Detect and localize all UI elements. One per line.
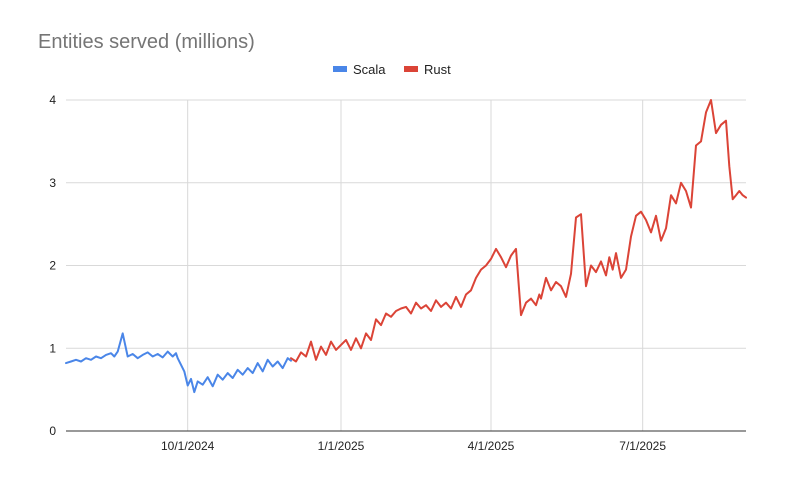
- x-axis-tick-labels: 10/1/2024 1/1/2025 4/1/2025 7/1/2025: [161, 439, 666, 453]
- y-tick-label: 3: [49, 176, 56, 190]
- x-tick-label: 4/1/2025: [468, 439, 515, 453]
- legend-label-rust: Rust: [424, 62, 451, 77]
- y-tick-label: 2: [49, 259, 56, 273]
- horizontal-gridlines: [66, 99, 746, 349]
- legend: Scala Rust: [333, 62, 451, 77]
- y-tick-label: 1: [49, 341, 56, 355]
- series-lines: [65, 99, 747, 394]
- legend-label-scala: Scala: [353, 62, 386, 77]
- x-tick-label: 10/1/2024: [161, 439, 215, 453]
- y-tick-label: 0: [49, 424, 56, 438]
- legend-swatch-rust: [404, 66, 418, 72]
- series-line-rust: [290, 99, 747, 363]
- x-tick-label: 7/1/2025: [619, 439, 666, 453]
- series-line-scala: [65, 332, 292, 394]
- y-tick-label: 4: [49, 93, 56, 107]
- legend-swatch-scala: [333, 66, 347, 72]
- chart-title: Entities served (millions): [38, 31, 255, 53]
- x-tick-label: 1/1/2025: [318, 439, 365, 453]
- y-axis-tick-labels: 0 1 2 3 4: [49, 93, 56, 438]
- vertical-gridlines: [187, 100, 644, 431]
